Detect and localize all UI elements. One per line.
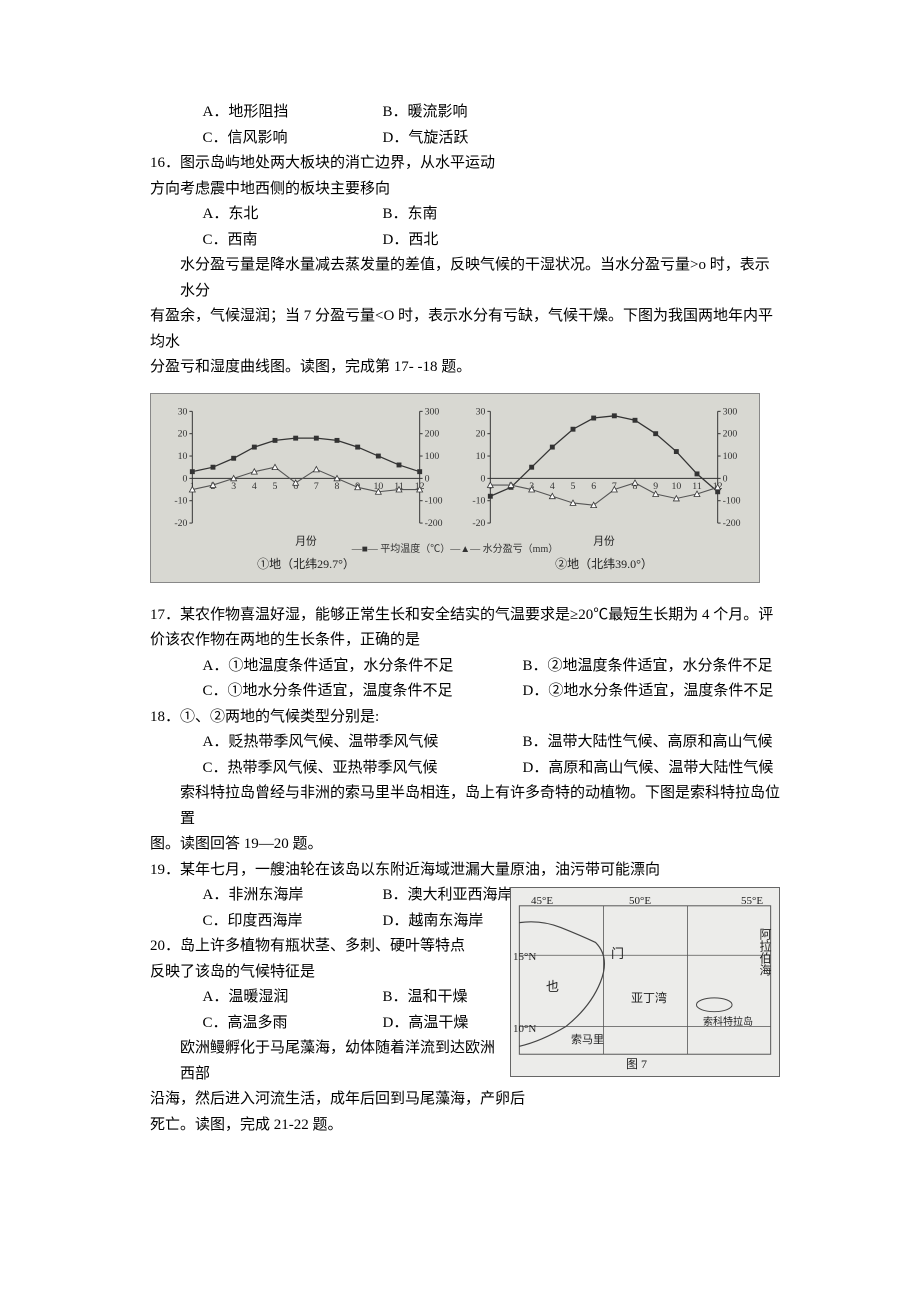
- q18-opts-row2: C．热带季风气候、亚热带季风气候 D．高原和高山气候、温带大陆性气候: [150, 756, 780, 782]
- chart-container: -20-100102030-200-1000100200300123456789…: [150, 393, 760, 583]
- svg-text:200: 200: [425, 428, 440, 439]
- svg-text:10: 10: [476, 450, 486, 461]
- q19-opts-row1: A．非洲东海岸 B．澳大利亚西海岸: [150, 883, 500, 909]
- svg-text:10: 10: [671, 481, 681, 492]
- svg-text:0: 0: [425, 473, 430, 484]
- svg-text:-20: -20: [174, 518, 187, 529]
- q15-opt-d: D．气旋活跃: [383, 126, 563, 152]
- chart-right-svg: -20-100102030-200-1000100200300123456789…: [457, 402, 751, 552]
- q18-opt-b: B．温带大陆性气候、高原和高山气候: [523, 730, 843, 756]
- map-lon-b: 50°E: [629, 892, 651, 911]
- svg-text:-200: -200: [723, 518, 741, 529]
- map-gulf: 亚丁湾: [631, 988, 667, 1008]
- svg-text:20: 20: [178, 428, 188, 439]
- svg-text:-10: -10: [174, 495, 187, 506]
- q19-opts-row2: C．印度西海岸 D．越南东海岸: [150, 909, 500, 935]
- q17-opts-row1: A．①地温度条件适宜，水分条件不足 B．②地温度条件适宜，水分条件不足: [150, 654, 780, 680]
- q15-opt-c: C．信风影响: [203, 126, 383, 152]
- map-socotra: 索科特拉岛: [703, 1014, 753, 1031]
- q15-opt-b: B．暖流影响: [383, 100, 563, 126]
- chart-left-svg: -20-100102030-200-1000100200300123456789…: [159, 402, 453, 552]
- map-yemen: 也: [546, 976, 559, 998]
- svg-text:-100: -100: [723, 495, 741, 506]
- q15-opts-row1: A．地形阻挡 B．暖流影响: [150, 100, 780, 126]
- svg-text:300: 300: [425, 406, 440, 417]
- svg-text:3: 3: [231, 481, 236, 492]
- q20-opts-row1: A．温暖湿润 B．温和干燥: [150, 985, 500, 1011]
- svg-text:30: 30: [476, 406, 486, 417]
- map-lat-b: 10°N: [513, 1020, 536, 1039]
- svg-text:30: 30: [178, 406, 188, 417]
- svg-text:100: 100: [425, 450, 440, 461]
- map-box: 45°E 50°E 55°E 15°N 10°N 也 门 亚丁湾 阿拉伯海 索科…: [510, 887, 780, 1077]
- svg-text:10: 10: [178, 450, 188, 461]
- svg-text:200: 200: [723, 428, 738, 439]
- p17-l3: 分盈亏和湿度曲线图。读图，完成第 17- -18 题。: [150, 355, 780, 381]
- chart-legend: —■— 平均温度（℃）—▲— 水分盈亏（mm）: [352, 541, 559, 558]
- svg-text:20: 20: [476, 428, 486, 439]
- svg-text:5: 5: [571, 481, 576, 492]
- q18-stem: 18．①、②两地的气候类型分别是:: [150, 705, 780, 731]
- svg-text:0: 0: [481, 473, 486, 484]
- q16-opt-a: A．东北: [203, 202, 383, 228]
- q17-opt-d: D．②地水分条件适宜，温度条件不足: [523, 679, 843, 705]
- svg-text:4: 4: [252, 481, 257, 492]
- q17-opt-b: B．②地温度条件适宜，水分条件不足: [523, 654, 843, 680]
- q20-opts-row2: C．高温多雨 D．高温干燥: [150, 1011, 500, 1037]
- q18-opts-row1: A．贬热带季风气候、温带季风气候 B．温带大陆性气候、高原和高山气候: [150, 730, 780, 756]
- map-lon-a: 45°E: [531, 892, 553, 911]
- q16-opts-row2: C．西南 D．西北: [150, 228, 780, 254]
- svg-text:月份: 月份: [593, 534, 615, 547]
- map-caption: 图 7: [626, 1054, 647, 1074]
- q16-opt-b: B．东南: [383, 202, 563, 228]
- svg-text:100: 100: [723, 450, 738, 461]
- svg-text:7: 7: [314, 481, 319, 492]
- q15-opt-a: A．地形阻挡: [203, 100, 383, 126]
- q15-opts-row2: C．信风影响 D．气旋活跃: [150, 126, 780, 152]
- svg-text:6: 6: [591, 481, 596, 492]
- svg-text:4: 4: [550, 481, 555, 492]
- q20-opt-a: A．温暖湿润: [203, 985, 383, 1011]
- q18-opt-d: D．高原和高山气候、温带大陆性气候: [523, 756, 843, 782]
- p19-l1: 索科特拉岛曾经与非洲的索马里半岛相连，岛上有许多奇特的动植物。下图是索科特拉岛位…: [150, 781, 780, 832]
- svg-text:5: 5: [273, 481, 278, 492]
- q19-opt-a: A．非洲东海岸: [203, 883, 383, 909]
- q19-opt-c: C．印度西海岸: [203, 909, 383, 935]
- svg-text:0: 0: [723, 473, 728, 484]
- q16-opt-d: D．西北: [383, 228, 563, 254]
- p21-l2: 沿海，然后进入河流生活，成年后回到马尾藻海，产卵后: [150, 1087, 780, 1113]
- map-lon-c: 55°E: [741, 892, 763, 911]
- q16-stem-1: 16．图示岛屿地处两大板块的消亡边界，从水平运动: [150, 151, 780, 177]
- svg-text:-20: -20: [472, 518, 485, 529]
- q17-opt-c: C．①地水分条件适宜，温度条件不足: [203, 679, 523, 705]
- q17-opts-row2: C．①地水分条件适宜，温度条件不足 D．②地水分条件适宜，温度条件不足: [150, 679, 780, 705]
- p21-l3: 死亡。读图，完成 21-22 题。: [150, 1113, 780, 1139]
- svg-text:300: 300: [723, 406, 738, 417]
- p17-l1: 水分盈亏量是降水量减去蒸发量的差值，反映气候的干湿状况。当水分盈亏量>o 时，表…: [150, 253, 780, 304]
- q16-opts-row1: A．东北 B．东南: [150, 202, 780, 228]
- q18-opt-a: A．贬热带季风气候、温带季风气候: [203, 730, 523, 756]
- map-arabia: 阿拉伯海: [755, 928, 775, 976]
- q17-opt-a: A．①地温度条件适宜，水分条件不足: [203, 654, 523, 680]
- svg-text:0: 0: [183, 473, 188, 484]
- svg-text:-100: -100: [425, 495, 443, 506]
- svg-text:-200: -200: [425, 518, 443, 529]
- map-lat-a: 15°N: [513, 948, 536, 967]
- q20-opt-c: C．高温多雨: [203, 1011, 383, 1037]
- svg-text:月份: 月份: [295, 534, 317, 547]
- map-somali: 索马里: [571, 1031, 604, 1050]
- q16-opt-c: C．西南: [203, 228, 383, 254]
- svg-text:-10: -10: [472, 495, 485, 506]
- q18-opt-c: C．热带季风气候、亚热带季风气候: [203, 756, 523, 782]
- p19-l2: 图。读图回答 19—20 题。: [150, 832, 780, 858]
- map-gate: 门: [611, 943, 624, 965]
- svg-text:8: 8: [335, 481, 340, 492]
- q19-stem: 19．某年七月，一艘油轮在该岛以东附近海域泄漏大量原油，油污带可能漂向: [150, 858, 780, 884]
- q16-stem-2: 方向考虑震中地西侧的板块主要移向: [150, 177, 780, 203]
- q17-stem: 17．某农作物喜温好湿，能够正常生长和安全结实的气温要求是≥20℃最短生长期为 …: [150, 603, 780, 654]
- p17-l2: 有盈余，气候湿润；当 7 分盈亏量<O 时，表示水分有亏缺，气候干燥。下图为我国…: [150, 304, 780, 355]
